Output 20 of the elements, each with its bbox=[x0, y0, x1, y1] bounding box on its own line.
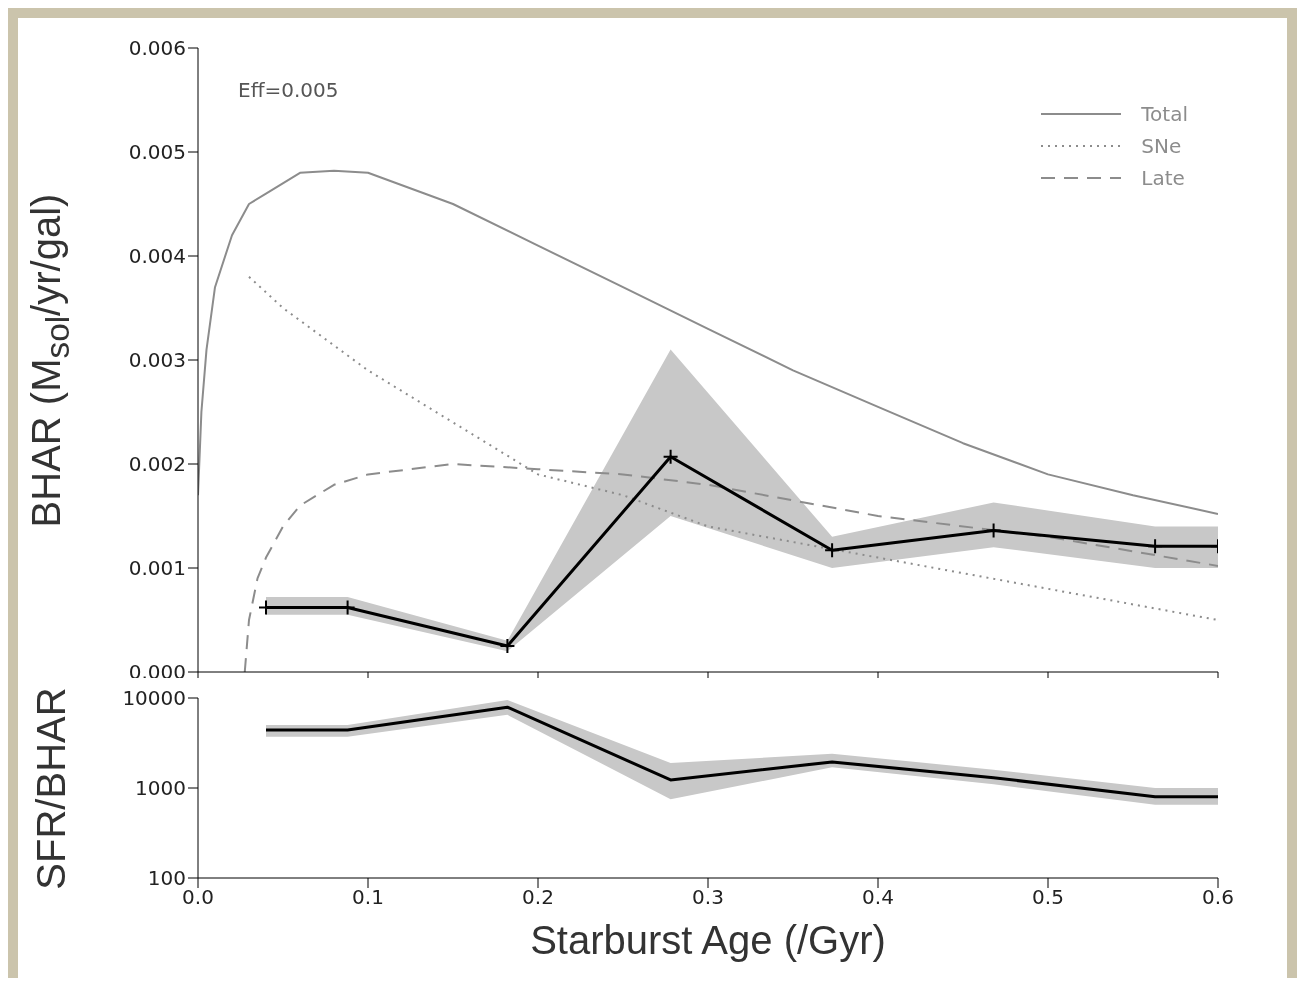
legend-label: SNe bbox=[1141, 134, 1182, 158]
legend-label: Total bbox=[1141, 102, 1188, 126]
y-axis-title: SFR/BHAR bbox=[28, 686, 74, 890]
y-tick-label: 0.003 bbox=[128, 348, 186, 373]
x-tick-label: 0.6 bbox=[1202, 885, 1234, 910]
legend-label: Late bbox=[1141, 166, 1185, 190]
y-tick-label: 0.005 bbox=[128, 140, 186, 165]
y-tick-label: 0.002 bbox=[128, 452, 186, 477]
y-tick-label: 0.004 bbox=[128, 244, 186, 269]
x-tick-label: 0.5 bbox=[1032, 885, 1064, 910]
y-tick-label: 0.006 bbox=[128, 36, 186, 61]
x-tick-label: 0.1 bbox=[352, 885, 384, 910]
x-axis-title: Starburst Age (/Gyr) bbox=[529, 918, 887, 963]
annotation: Eff=0.005 bbox=[238, 78, 339, 102]
x-tick-label: 0.3 bbox=[692, 885, 724, 910]
y-tick-label: 1000 bbox=[135, 776, 186, 801]
y-tick-label: 10000 bbox=[122, 686, 186, 711]
y-tick-label: 0.001 bbox=[128, 556, 186, 581]
x-tick-label: 0.2 bbox=[522, 885, 554, 910]
x-tick-label: 0.4 bbox=[862, 885, 894, 910]
